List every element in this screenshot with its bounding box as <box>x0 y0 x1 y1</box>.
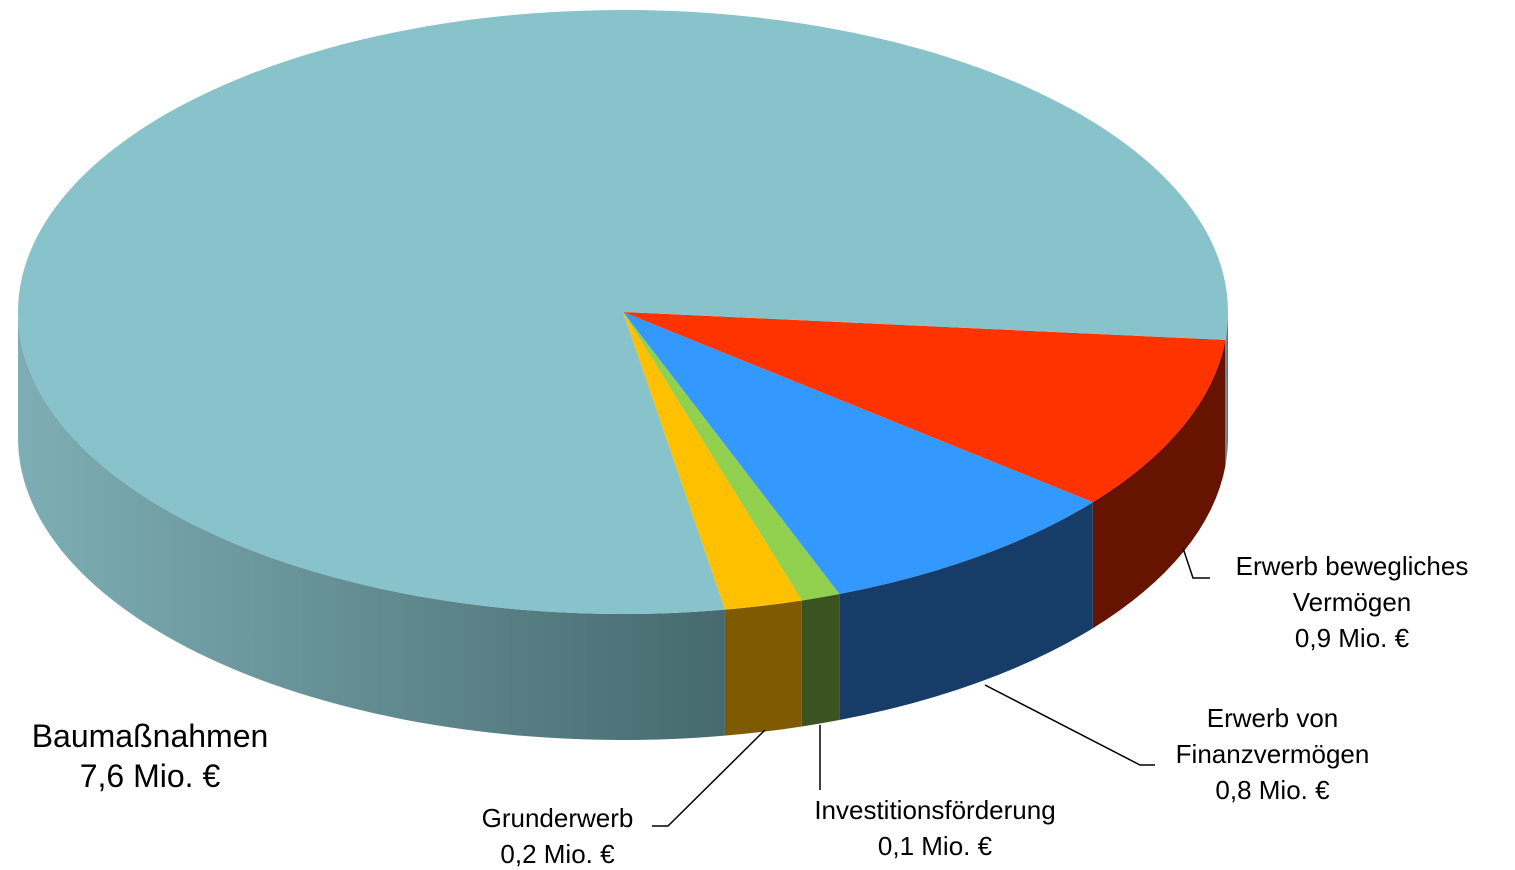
category-name: Erwerb bewegliches Vermögen <box>1235 551 1469 617</box>
slice <box>17 10 1228 615</box>
category-name: Erwerb von Finanzvermögen <box>1175 703 1370 769</box>
slice-side <box>839 502 1093 721</box>
value-label: 0,1 Mio. € <box>877 831 993 861</box>
category-name: Investitionsförderung <box>814 795 1056 825</box>
slice-side <box>1225 312 1228 466</box>
slice-side <box>801 594 840 727</box>
slice-side <box>18 312 725 740</box>
value-label: 7,6 Mio. € <box>79 758 221 794</box>
slice <box>623 312 1093 595</box>
category-name: Grunderwerb <box>481 803 634 833</box>
leader-line <box>984 684 1155 766</box>
slice-label: Erwerb von Finanzvermögen 0,8 Mio. € <box>1135 700 1410 808</box>
slice <box>623 312 802 610</box>
slice-label: Erwerb bewegliches Vermögen 0,9 Mio. € <box>1212 548 1492 656</box>
slice-side <box>724 600 802 736</box>
slice <box>623 312 840 601</box>
slice-label: Baumaßnahmen 7,6 Mio. € <box>0 716 300 796</box>
value-label: 0,8 Mio. € <box>1215 775 1330 805</box>
leader-lines <box>652 547 1210 827</box>
value-label: 0,2 Mio. € <box>500 839 615 869</box>
slice-label: Grunderwerb 0,2 Mio. € <box>440 800 675 870</box>
category-name: Baumaßnahmen <box>31 718 269 754</box>
value-label: 0,9 Mio. € <box>1294 623 1410 653</box>
slice-side <box>1092 339 1226 629</box>
leader-line <box>1182 547 1210 579</box>
slice <box>623 312 1226 503</box>
leader-line <box>652 729 766 827</box>
slice-label: Investitionsförderung 0,1 Mio. € <box>780 792 1090 864</box>
